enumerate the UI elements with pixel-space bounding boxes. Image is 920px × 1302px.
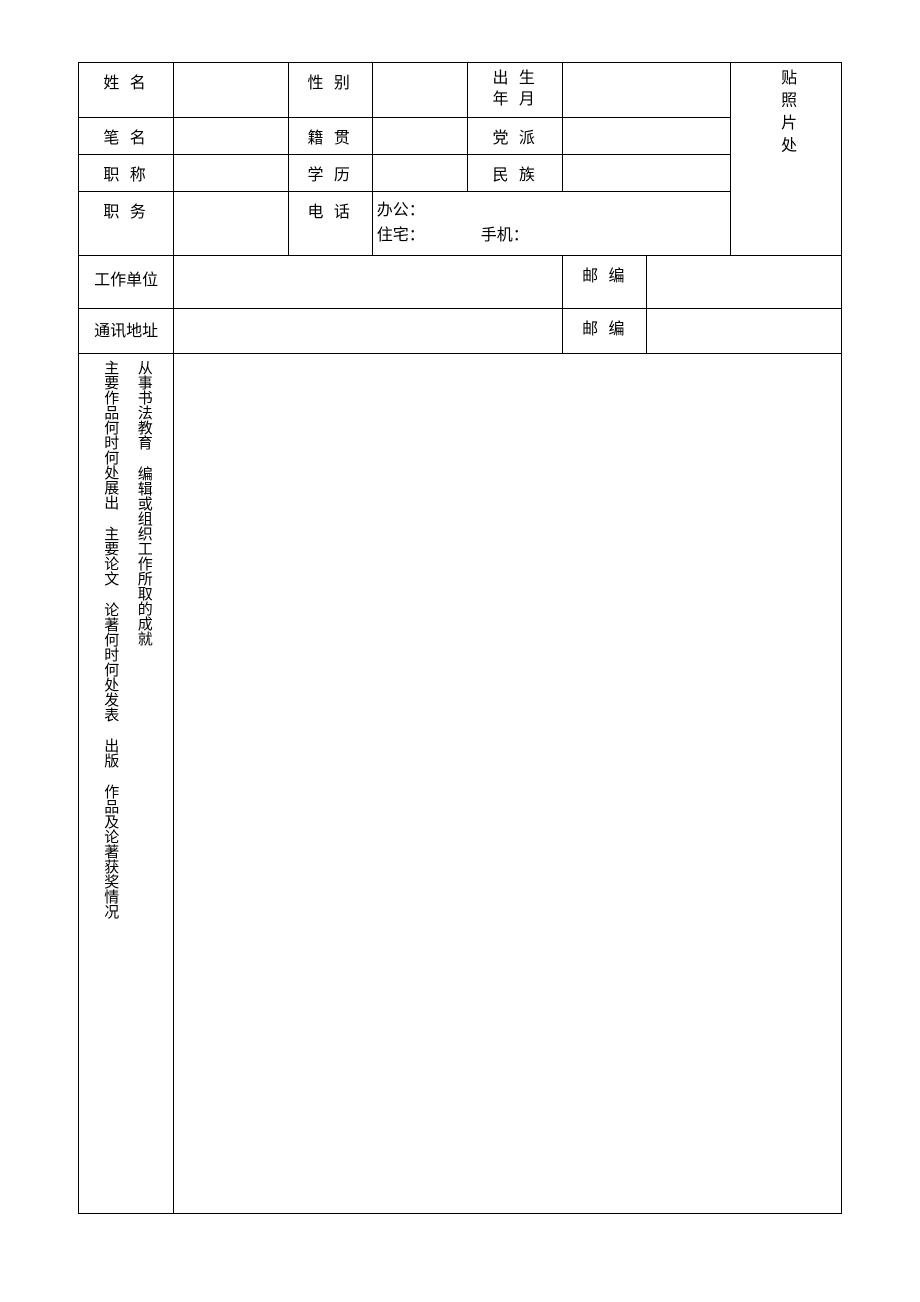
label-ethnic: 民 族 (468, 154, 563, 191)
label-gender: 性 别 (288, 63, 372, 118)
label-tel-office: 办公： (377, 198, 425, 224)
label-photo: 贴照片处 (774, 69, 798, 159)
value-ethnic[interactable] (563, 154, 731, 191)
value-education[interactable] (372, 154, 467, 191)
value-native[interactable] (372, 117, 467, 154)
value-duty[interactable] (174, 191, 288, 255)
phone-cell[interactable]: 办公： 住宅： 手机： (372, 191, 731, 255)
photo-area[interactable]: 贴照片处 (731, 63, 842, 256)
value-achievements[interactable] (174, 353, 842, 1213)
vert-col-1: 主要作品何时何处展出 主要论文 论著何时何处发表 出版 作品及论著获奖情况 (100, 360, 120, 1207)
value-party[interactable] (563, 117, 731, 154)
label-education: 学 历 (288, 154, 372, 191)
label-address: 通讯地址 (79, 308, 174, 353)
label-title: 职 称 (79, 154, 174, 191)
label-postcode-1: 邮 编 (563, 255, 647, 308)
label-tel-mobile: 手机： (481, 223, 529, 249)
label-tel: 电 话 (288, 191, 372, 255)
value-gender[interactable] (372, 63, 467, 118)
label-birth: 出 生 年 月 (468, 63, 563, 118)
value-birth[interactable] (563, 63, 731, 118)
value-name[interactable] (174, 63, 288, 118)
label-native: 籍 贯 (288, 117, 372, 154)
label-tel-home: 住宅： (377, 223, 425, 249)
value-postcode-1[interactable] (647, 255, 842, 308)
value-title[interactable] (174, 154, 288, 191)
label-workplace: 工作单位 (79, 255, 174, 308)
value-address[interactable] (174, 308, 563, 353)
value-penname[interactable] (174, 117, 288, 154)
label-penname: 笔 名 (79, 117, 174, 154)
label-name: 姓 名 (79, 63, 174, 118)
vert-col-2: 从事书法教育 编辑或组织工作所取的成就 (133, 360, 153, 1207)
value-workplace[interactable] (174, 255, 563, 308)
value-postcode-2[interactable] (647, 308, 842, 353)
label-achievements: 主要作品何时何处展出 主要论文 论著何时何处发表 出版 作品及论著获奖情况 从事… (79, 353, 174, 1213)
registration-form-table: 姓 名 性 别 出 生 年 月 贴照片处 笔 名 籍 贯 党 派 职 称 学 历… (78, 62, 842, 1214)
label-party: 党 派 (468, 117, 563, 154)
label-postcode-2: 邮 编 (563, 308, 647, 353)
label-duty: 职 务 (79, 191, 174, 255)
